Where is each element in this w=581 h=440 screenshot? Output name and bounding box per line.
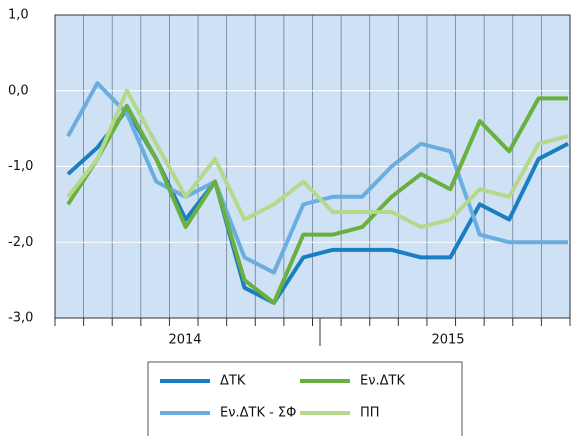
y-tick-label: 1,0 [8,8,29,23]
series-line [66,88,569,230]
series-line [66,96,568,305]
y-tick-label: 0,0 [8,83,29,98]
year-label: 2014 [168,333,201,348]
legend-label: Εν.ΔΤΚ [360,374,405,389]
legend-label: ΔΤΚ [220,374,246,389]
legend [147,361,463,440]
series-line [66,81,568,275]
y-tick-label: -2,0 [8,235,33,250]
legend-label: Εν.ΔΤΚ - ΣΦ [220,406,296,421]
y-tick-label: -3,0 [8,311,33,326]
legend-label: ΠΠ [360,406,380,421]
year-label: 2015 [431,333,464,348]
plot-border [54,14,571,319]
y-tick-label: -1,0 [8,159,33,174]
